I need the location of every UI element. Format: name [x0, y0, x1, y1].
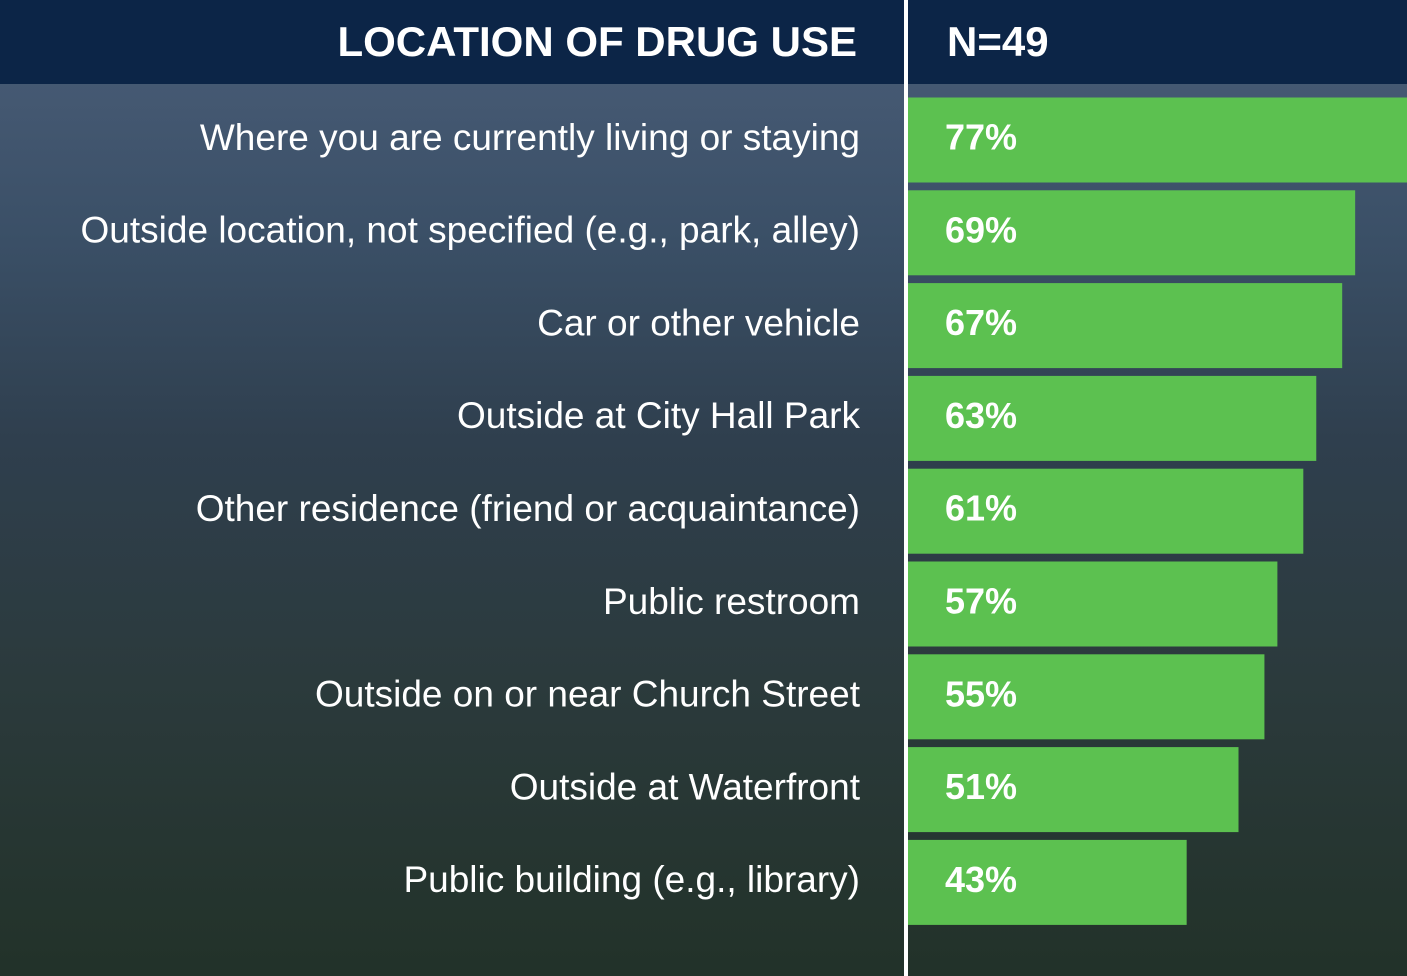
bar: [908, 283, 1343, 369]
header-band: [0, 0, 1407, 84]
bar: [908, 190, 1356, 276]
divider: [904, 0, 908, 976]
bar: [908, 468, 1304, 554]
bar: [908, 375, 1317, 461]
bar: [908, 561, 1278, 647]
value-label: 77%: [945, 117, 1017, 158]
chart-title: LOCATION OF DRUG USE: [337, 18, 857, 65]
category-label: Public building (e.g., library): [403, 859, 860, 900]
category-label: Car or other vehicle: [537, 302, 860, 343]
value-label: 69%: [945, 209, 1017, 250]
category-label: Outside at City Hall Park: [457, 395, 861, 436]
bar: [908, 654, 1265, 740]
category-label: Public restroom: [603, 581, 860, 622]
bar: [908, 747, 1239, 833]
value-label: 51%: [945, 766, 1017, 807]
value-label: 55%: [945, 673, 1017, 714]
category-label: Other residence (friend or acquaintance): [196, 488, 860, 529]
category-label: Where you are currently living or stayin…: [200, 117, 860, 158]
category-label: Outside on or near Church Street: [315, 674, 861, 715]
value-label: 63%: [945, 395, 1017, 436]
category-label: Outside at Waterfront: [510, 766, 861, 807]
bar: [908, 839, 1187, 925]
bar: [908, 97, 1407, 183]
value-label: 57%: [945, 581, 1017, 622]
value-label: 67%: [945, 302, 1017, 343]
subtitle: N=49: [947, 18, 1049, 65]
value-label: 61%: [945, 488, 1017, 529]
category-label: Outside location, not specified (e.g., p…: [81, 210, 860, 251]
value-label: 43%: [945, 859, 1017, 900]
